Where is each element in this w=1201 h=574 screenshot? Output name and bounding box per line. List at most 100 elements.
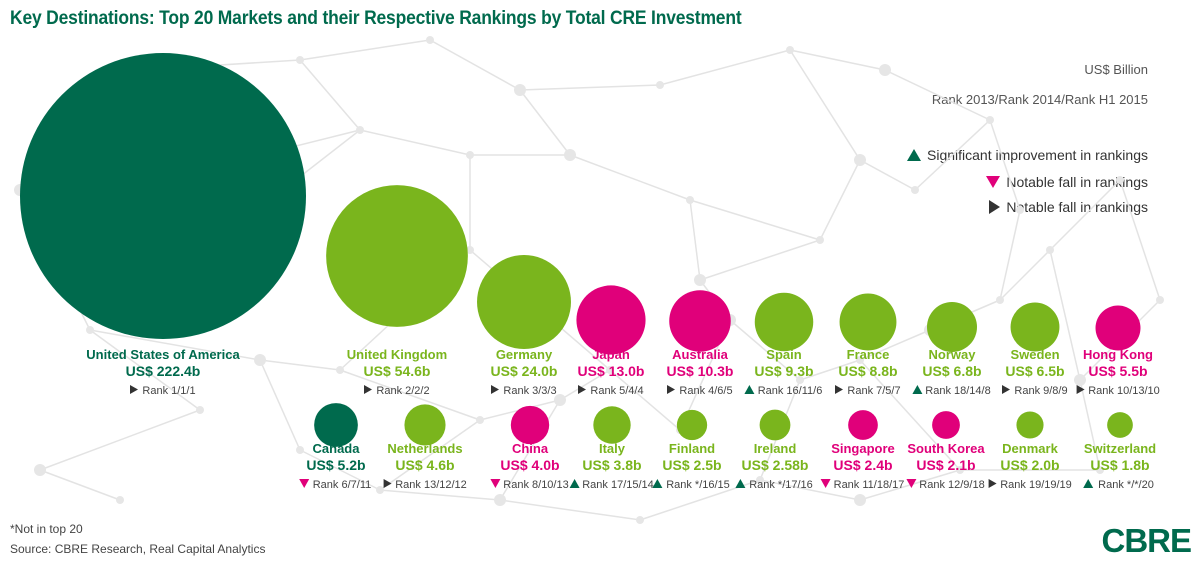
market-value-label: US$ 222.4b <box>126 363 201 379</box>
bubble <box>759 409 791 441</box>
network-edge <box>1079 379 1101 471</box>
market-name: Australia <box>672 347 728 362</box>
network-edge <box>1119 179 1161 301</box>
network-edge <box>429 39 521 91</box>
market-value-label: US$ 6.8b <box>922 363 981 379</box>
legend-item-fall: Notable fall in rankings <box>986 174 1148 190</box>
market-name: Norway <box>929 347 977 362</box>
network-node <box>466 151 474 159</box>
network-edge <box>1049 179 1121 251</box>
market-value-label: US$ 5.5b <box>1088 363 1147 379</box>
bubble <box>1095 305 1141 351</box>
market-name: France <box>847 347 890 362</box>
network-node <box>426 36 434 44</box>
bubble <box>1107 412 1133 438</box>
market-name: Hong Kong <box>1083 347 1153 362</box>
triangle-right-icon <box>1002 385 1010 394</box>
network-node <box>606 366 614 374</box>
market-value-label: US$ 13.0b <box>578 363 645 379</box>
market-rank: Rank 19/19/19 <box>1000 479 1072 491</box>
triangle-right-icon <box>364 385 372 394</box>
network-node <box>196 406 204 414</box>
network-node <box>254 354 266 366</box>
market-rank: Rank 17/15/14 <box>582 479 654 491</box>
market-rank: Rank 13/12/12 <box>395 479 467 491</box>
rank-note: Rank 2013/Rank 2014/Rank H1 2015 <box>931 92 1148 107</box>
network-edge <box>259 359 301 451</box>
bubble <box>669 290 731 352</box>
network-node <box>656 81 664 89</box>
market-value-label: US$ 54.6b <box>364 363 431 379</box>
network-edge <box>989 119 1021 211</box>
bubble <box>477 255 571 349</box>
market-rank: Rank 1/1/1 <box>142 385 195 397</box>
source-note: Source: CBRE Research, Real Capital Anal… <box>10 542 266 556</box>
network-edge <box>39 469 121 501</box>
network-node <box>686 196 694 204</box>
legend-label: Notable fall in rankings <box>1006 199 1148 215</box>
network-node <box>854 154 866 166</box>
triangle-right-icon <box>383 479 392 488</box>
market-name: Japan <box>592 347 630 362</box>
market-value-label: US$ 2.1b <box>916 457 975 473</box>
bubble <box>576 285 646 355</box>
network-node <box>376 486 384 494</box>
network-edge <box>884 69 991 121</box>
network-node <box>1096 466 1104 474</box>
bubble <box>510 405 550 445</box>
bubble <box>20 53 306 339</box>
network-edge <box>339 369 481 421</box>
network-edge <box>699 239 821 281</box>
bubble <box>926 301 978 353</box>
network-edge <box>359 129 471 156</box>
triangle-up-icon <box>907 149 921 161</box>
market-value-label: US$ 5.2b <box>306 457 365 473</box>
triangle-up-icon <box>735 479 746 488</box>
chart-title: Key Destinations: Top 20 Markets and the… <box>10 8 742 29</box>
market-value-label: US$ 4.0b <box>500 457 559 473</box>
triangle-down-icon <box>986 176 1001 188</box>
market-name: Spain <box>766 347 801 362</box>
network-node <box>956 466 964 474</box>
network-node <box>336 366 344 374</box>
bubble <box>314 403 358 447</box>
triangle-up-icon <box>652 479 663 488</box>
bubble <box>1016 411 1044 439</box>
legend-label: Notable fall in rankings <box>1006 174 1148 190</box>
network-node <box>636 516 644 524</box>
triangle-right-icon <box>988 479 997 488</box>
market-rank: Rank 12/9/18 <box>919 479 984 491</box>
network-edge <box>659 49 791 86</box>
network-edge <box>914 119 991 191</box>
bubble <box>839 293 897 351</box>
triangle-up-icon <box>1083 479 1094 488</box>
market-rank: Rank 3/3/3 <box>503 385 556 397</box>
network-edge <box>259 359 341 371</box>
network-edge <box>729 319 801 381</box>
network-edge <box>499 499 641 521</box>
network-edge <box>499 399 561 501</box>
triangle-right-icon <box>578 385 586 394</box>
network-node <box>476 416 484 424</box>
network-edge <box>859 159 916 191</box>
market-name: Sweden <box>1010 347 1059 362</box>
market-rank: Rank 16/11/6 <box>758 385 823 397</box>
network-edge <box>999 249 1051 301</box>
network-node <box>34 464 46 476</box>
market-name: Switzerland <box>1084 441 1156 456</box>
network-edge <box>559 369 611 401</box>
network-node <box>1156 296 1164 304</box>
market-name: Finland <box>669 441 715 456</box>
network-edge <box>1049 249 1081 381</box>
